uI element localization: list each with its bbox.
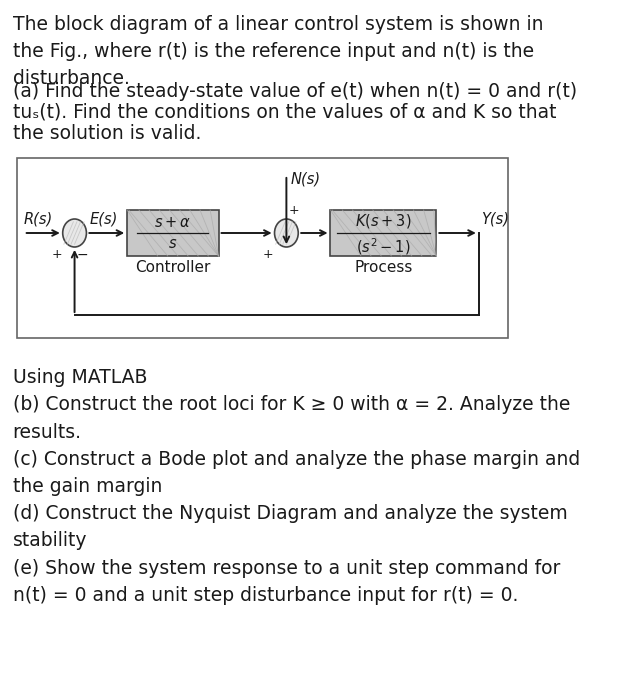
Text: +: + bbox=[263, 248, 274, 261]
Text: The block diagram of a linear control system is shown in
the Fig., where r(t) is: The block diagram of a linear control sy… bbox=[12, 15, 544, 88]
Text: $s$: $s$ bbox=[168, 236, 177, 251]
Text: Controller: Controller bbox=[135, 260, 210, 275]
Circle shape bbox=[275, 219, 298, 247]
Text: Process: Process bbox=[354, 260, 412, 275]
Text: $K(s+3)$: $K(s+3)$ bbox=[355, 212, 412, 230]
Text: +: + bbox=[51, 248, 62, 261]
Text: Using MATLAB
(b) Construct the root loci for K ≥ 0 with α = 2. Analyze the
resul: Using MATLAB (b) Construct the root loci… bbox=[12, 368, 580, 605]
Bar bbox=[127, 210, 218, 256]
Circle shape bbox=[62, 219, 87, 247]
Text: Y(s): Y(s) bbox=[481, 211, 509, 226]
Text: tuₛ(t). Find the conditions on the values of α and K so that: tuₛ(t). Find the conditions on the value… bbox=[12, 103, 556, 122]
Text: −: − bbox=[76, 248, 88, 262]
Text: $s + \alpha$: $s + \alpha$ bbox=[154, 215, 192, 230]
Bar bbox=[17, 158, 509, 338]
Text: (a) Find the steady-state value of e(t) when n(t) = 0 and r(t): (a) Find the steady-state value of e(t) … bbox=[12, 82, 577, 101]
Text: $(s^2-1)$: $(s^2-1)$ bbox=[356, 236, 411, 257]
Text: E(s): E(s) bbox=[90, 211, 118, 226]
Text: R(s): R(s) bbox=[24, 211, 53, 226]
Bar bbox=[331, 210, 436, 256]
Text: +: + bbox=[289, 204, 300, 217]
Text: N(s): N(s) bbox=[291, 171, 321, 186]
Text: the solution is valid.: the solution is valid. bbox=[12, 124, 201, 143]
